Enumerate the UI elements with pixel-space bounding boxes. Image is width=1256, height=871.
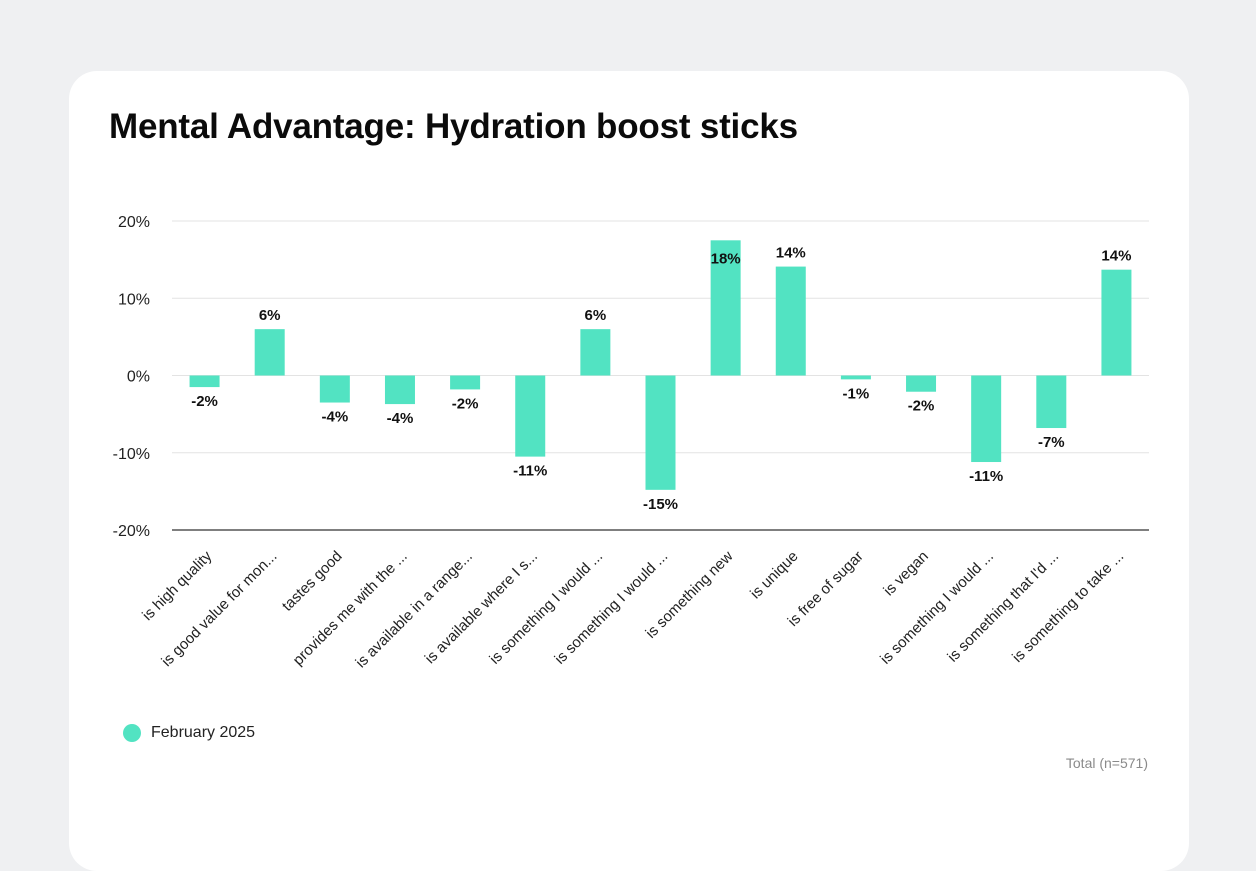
bar: [319, 375, 350, 403]
category-label: is good value for mon...: [158, 548, 280, 670]
bar: [384, 375, 415, 405]
category-label: is unique: [747, 548, 801, 602]
bar: [971, 375, 1002, 463]
y-tick-label: 0%: [127, 369, 150, 386]
category-label: is something I would ...: [877, 548, 997, 668]
bar-chart: 20% 10% 0% -10% -20% -2% 6% -4% -4% -2% -11% 6% -15…: [113, 214, 1149, 671]
total-sample-size: Total (n=571): [1065, 755, 1148, 771]
bar: [840, 375, 871, 380]
category-label: is available where I s...: [422, 548, 541, 667]
bar: [710, 240, 741, 376]
data-label: -2%: [191, 393, 218, 410]
category-label: provides me with the ...: [290, 548, 411, 669]
data-label: -11%: [969, 468, 1003, 485]
data-label: -7%: [1038, 434, 1065, 451]
bar-series: [189, 240, 1132, 490]
legend-label: February 2025: [151, 724, 256, 741]
y-tick-label: 10%: [118, 291, 150, 308]
bar: [515, 375, 546, 457]
category-label: is something to take ...: [1009, 548, 1127, 666]
category-label: is something that I'd ...: [944, 548, 1062, 666]
bar: [580, 329, 611, 376]
chart-card: Mental Advantage: Hydration boost sticks…: [69, 71, 1189, 871]
legend-swatch: [123, 724, 141, 742]
category-label: is available in a range...: [352, 548, 475, 671]
chart-title: Mental Advantage: Hydration boost sticks: [109, 107, 798, 146]
y-tick-label: -10%: [113, 446, 150, 463]
y-tick-label: -20%: [113, 523, 150, 540]
category-label: is something I would ...: [551, 548, 671, 668]
data-label: 14%: [1101, 248, 1131, 265]
data-label: 6%: [259, 307, 281, 324]
data-label: 18%: [711, 250, 741, 267]
bar: [189, 375, 220, 388]
data-label: -2%: [908, 398, 935, 415]
category-label: tastes good: [279, 548, 346, 615]
value-labels: -2% 6% -4% -4% -2% -11% 6% -15% 18% 14% -1% -2% -11%…: [191, 245, 1131, 513]
legend: February 2025: [123, 724, 255, 742]
data-label: -1%: [843, 385, 870, 402]
category-label: is something I would ...: [486, 548, 606, 668]
bar: [906, 375, 937, 392]
y-tick-label: 20%: [118, 214, 150, 231]
data-label: 6%: [585, 307, 607, 324]
data-label: -4%: [321, 409, 348, 426]
data-label: -2%: [452, 395, 479, 412]
data-label: 14%: [776, 245, 806, 262]
bar: [1101, 269, 1132, 376]
bar: [254, 329, 285, 376]
bar: [775, 266, 806, 376]
bar: [450, 375, 481, 390]
data-label: -15%: [643, 496, 678, 513]
data-label: -11%: [513, 463, 547, 480]
data-label: -4%: [387, 410, 414, 427]
bar: [645, 375, 676, 490]
category-label: is vegan: [880, 548, 932, 600]
bar: [1036, 375, 1067, 429]
